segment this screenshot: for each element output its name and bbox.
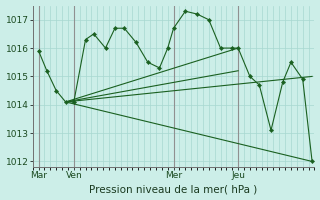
X-axis label: Pression niveau de la mer( hPa ): Pression niveau de la mer( hPa ) [90,184,258,194]
